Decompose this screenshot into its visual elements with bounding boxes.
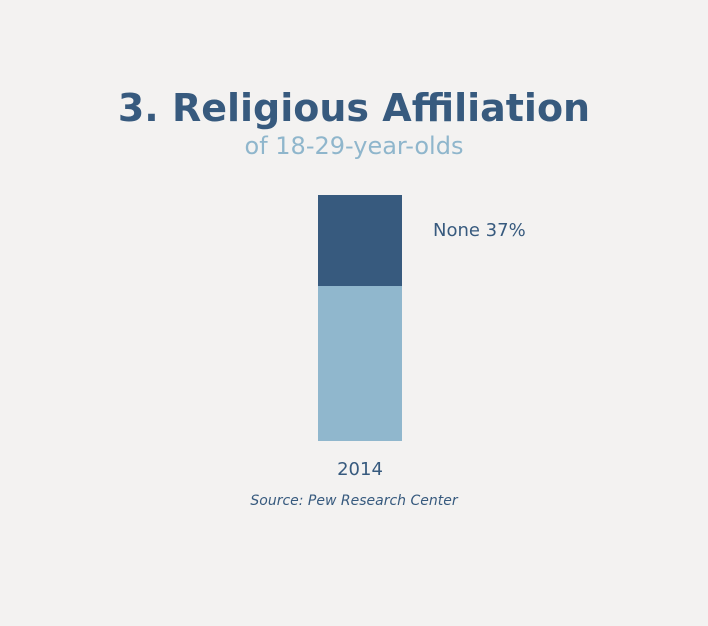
- chart-title: 3. Religious Affiliation: [117, 86, 591, 130]
- source-note: Source: Pew Research Center: [250, 493, 458, 509]
- segment-label-none: None 37%: [433, 220, 526, 241]
- bar-segment-none: [318, 195, 402, 287]
- chart-subtitle: of 18-29-year-olds: [244, 132, 464, 160]
- category-label: 2014: [337, 459, 383, 480]
- bar-segment-other: [318, 286, 402, 441]
